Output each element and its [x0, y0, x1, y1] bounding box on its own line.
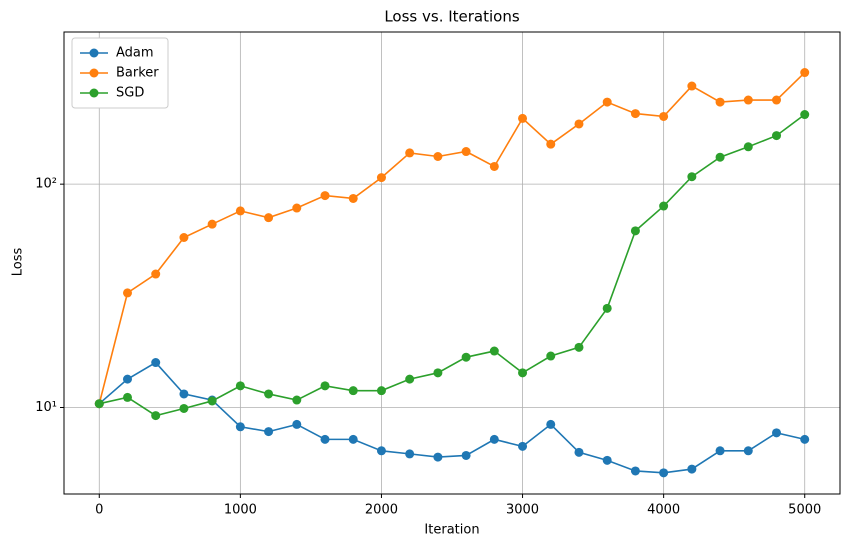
marker [348, 434, 358, 444]
marker [602, 97, 612, 107]
marker [743, 142, 753, 152]
legend-marker [89, 68, 99, 78]
marker [433, 151, 443, 161]
marker [687, 172, 697, 182]
marker [207, 219, 217, 229]
y-tick-label: 10¹ [35, 400, 57, 415]
marker [461, 352, 471, 362]
x-tick-label: 3000 [506, 503, 539, 518]
marker [574, 342, 584, 352]
marker [630, 109, 640, 119]
marker [630, 226, 640, 236]
marker [376, 173, 386, 183]
marker [179, 389, 189, 399]
line [99, 113, 806, 417]
marker [659, 111, 669, 121]
marker [122, 288, 132, 298]
marker [743, 446, 753, 456]
marker [659, 468, 669, 478]
marker [800, 68, 810, 78]
marker [772, 428, 782, 438]
x-axis-label: Iteration [424, 523, 479, 538]
marker [207, 396, 217, 406]
marker [179, 403, 189, 413]
marker [320, 381, 330, 391]
chart-title: Loss vs. Iterations [384, 8, 520, 26]
marker [546, 139, 556, 149]
marker [292, 395, 302, 405]
marker [151, 411, 161, 421]
y-axis-label: Loss [11, 248, 26, 277]
line [98, 71, 806, 404]
legend-label: SGD [116, 86, 144, 101]
marker [235, 206, 245, 216]
marker [264, 213, 274, 223]
marker [348, 386, 358, 396]
marker [574, 119, 584, 129]
legend-label: Adam [116, 46, 154, 61]
marker [405, 374, 415, 384]
marker [489, 346, 499, 356]
marker [574, 447, 584, 457]
marker [800, 434, 810, 444]
marker [715, 97, 725, 107]
marker [602, 455, 612, 465]
marker [433, 368, 443, 378]
x-tick-label: 0 [95, 503, 103, 518]
marker [376, 446, 386, 456]
marker [687, 464, 697, 474]
marker [546, 351, 556, 361]
marker [461, 450, 471, 460]
marker [518, 441, 528, 451]
marker [151, 269, 161, 279]
marker [546, 419, 556, 429]
marker [320, 434, 330, 444]
marker [122, 374, 132, 384]
marker [743, 95, 753, 105]
marker [122, 392, 132, 402]
plot-frame [63, 31, 841, 495]
marker [235, 381, 245, 391]
marker [151, 358, 161, 368]
marker [489, 161, 499, 171]
marker [235, 422, 245, 432]
marker [715, 446, 725, 456]
marker [348, 193, 358, 203]
marker [518, 113, 528, 123]
marker [489, 434, 499, 444]
x-tick-label: 5000 [788, 503, 821, 518]
marker [715, 152, 725, 162]
marker [292, 203, 302, 213]
marker [772, 95, 782, 105]
marker [659, 201, 669, 211]
legend-marker [89, 88, 99, 98]
marker [433, 452, 443, 462]
marker [800, 110, 810, 120]
marker [405, 449, 415, 459]
marker [179, 233, 189, 243]
line [98, 361, 805, 474]
marker [687, 81, 697, 91]
marker [292, 419, 302, 429]
x-tick-label: 1000 [224, 503, 257, 518]
marker [518, 368, 528, 378]
marker [772, 131, 782, 141]
marker [320, 191, 330, 201]
marker [405, 148, 415, 158]
marker [461, 147, 471, 157]
legend-marker [89, 48, 99, 58]
legend-label: Barker [116, 66, 159, 81]
y-tick-label: 10² [35, 177, 57, 192]
x-tick-label: 2000 [365, 503, 398, 518]
marker [602, 303, 612, 313]
marker [94, 399, 104, 409]
x-tick-label: 4000 [647, 503, 680, 518]
marker [264, 427, 274, 437]
marker [630, 466, 640, 476]
marker [376, 386, 386, 396]
marker [264, 389, 274, 399]
